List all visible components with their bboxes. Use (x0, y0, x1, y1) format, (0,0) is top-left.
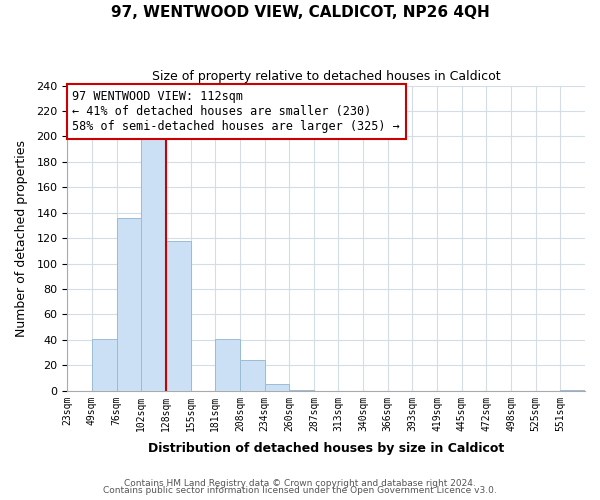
Text: Contains HM Land Registry data © Crown copyright and database right 2024.: Contains HM Land Registry data © Crown c… (124, 478, 476, 488)
Title: Size of property relative to detached houses in Caldicot: Size of property relative to detached ho… (152, 70, 500, 83)
Bar (560, 390, 585, 391)
Bar (240, 360, 265, 391)
Bar (215, 338, 240, 391)
Y-axis label: Number of detached properties: Number of detached properties (15, 140, 28, 336)
Text: Contains public sector information licensed under the Open Government Licence v3: Contains public sector information licen… (103, 486, 497, 495)
Text: 97 WENTWOOD VIEW: 112sqm
← 41% of detached houses are smaller (230)
58% of semi-: 97 WENTWOOD VIEW: 112sqm ← 41% of detach… (73, 90, 400, 133)
Bar (265, 384, 289, 391)
Bar (289, 390, 314, 391)
Bar (92, 338, 116, 391)
X-axis label: Distribution of detached houses by size in Caldicot: Distribution of detached houses by size … (148, 442, 504, 455)
Bar (141, 134, 166, 391)
Bar (116, 218, 141, 391)
Bar (166, 240, 191, 391)
Text: 97, WENTWOOD VIEW, CALDICOT, NP26 4QH: 97, WENTWOOD VIEW, CALDICOT, NP26 4QH (110, 5, 490, 20)
